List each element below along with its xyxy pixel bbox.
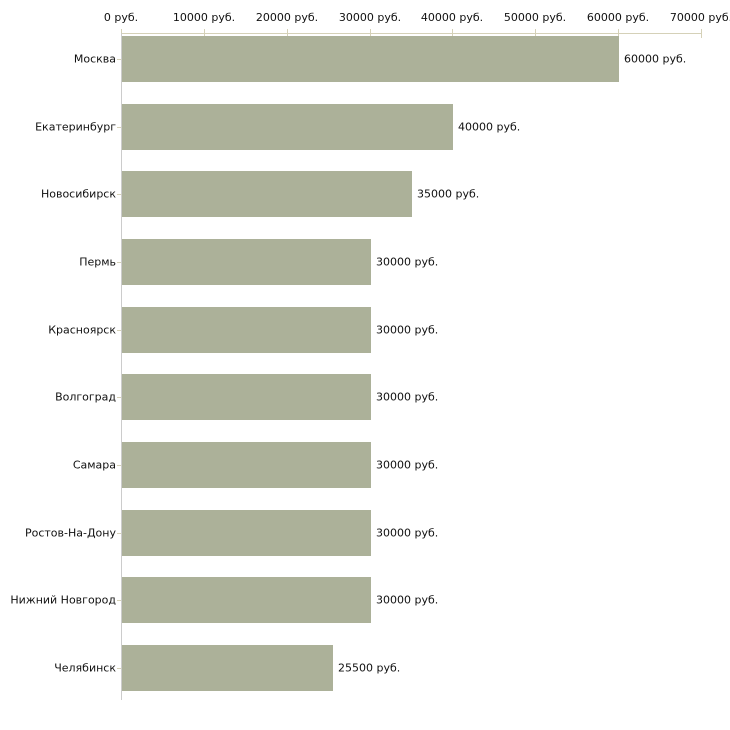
x-axis-tick-label: 10000 руб. — [172, 11, 236, 24]
value-label: 30000 руб. — [376, 255, 439, 269]
bar — [122, 36, 619, 82]
value-label: 30000 руб. — [376, 390, 439, 404]
category-label: Красноярск — [48, 323, 116, 337]
x-axis-tick — [287, 29, 288, 38]
bar — [122, 374, 371, 420]
bar — [122, 510, 371, 556]
category-label: Москва — [73, 52, 116, 66]
category-label: Нижний Новгород — [10, 593, 116, 607]
x-axis-tick — [370, 29, 371, 38]
x-axis-tick-label: 40000 руб. — [420, 11, 484, 24]
category-label: Ростов-На-Дону — [24, 526, 116, 540]
value-label: 60000 руб. — [624, 52, 687, 66]
y-axis-tick — [117, 194, 121, 195]
y-axis-tick — [117, 330, 121, 331]
value-label: 30000 руб. — [376, 526, 439, 540]
y-axis-tick — [117, 668, 121, 669]
bar — [122, 171, 412, 217]
y-axis-line — [121, 33, 122, 701]
category-label: Челябинск — [54, 661, 116, 675]
y-axis-tick — [117, 600, 121, 601]
bar — [122, 307, 371, 353]
x-axis-tick — [204, 29, 205, 38]
value-label: 25500 руб. — [338, 661, 401, 675]
category-label: Волгоград — [55, 390, 116, 404]
value-label: 30000 руб. — [376, 458, 439, 472]
bar — [122, 442, 371, 488]
bar — [122, 104, 453, 150]
y-axis-tick — [117, 465, 121, 466]
bar — [122, 577, 371, 623]
bar — [122, 645, 333, 691]
x-axis-tick-label: 50000 руб. — [503, 11, 567, 24]
value-label: 30000 руб. — [376, 323, 439, 337]
category-label: Новосибирск — [40, 187, 116, 201]
x-axis-line — [121, 33, 701, 34]
category-label: Екатеринбург — [35, 120, 116, 134]
value-label: 40000 руб. — [458, 120, 521, 134]
x-axis-tick-label: 70000 руб. — [669, 11, 730, 24]
y-axis-tick — [117, 127, 121, 128]
x-axis-tick-label: 0 руб. — [103, 11, 139, 24]
y-axis-tick — [117, 262, 121, 263]
value-label: 30000 руб. — [376, 593, 439, 607]
x-axis-tick-label: 60000 руб. — [586, 11, 650, 24]
x-axis-tick-label: 30000 руб. — [338, 11, 402, 24]
y-axis-tick — [117, 533, 121, 534]
x-axis-tick — [452, 29, 453, 38]
category-label: Самара — [72, 458, 116, 472]
x-axis-tick — [535, 29, 536, 38]
category-label: Пермь — [79, 255, 116, 269]
x-axis-tick-label: 20000 руб. — [255, 11, 319, 24]
x-axis-tick — [701, 29, 702, 38]
bar — [122, 239, 371, 285]
x-axis-tick — [618, 29, 619, 38]
y-axis-tick — [117, 59, 121, 60]
y-axis-tick — [117, 397, 121, 398]
value-label: 35000 руб. — [417, 187, 480, 201]
